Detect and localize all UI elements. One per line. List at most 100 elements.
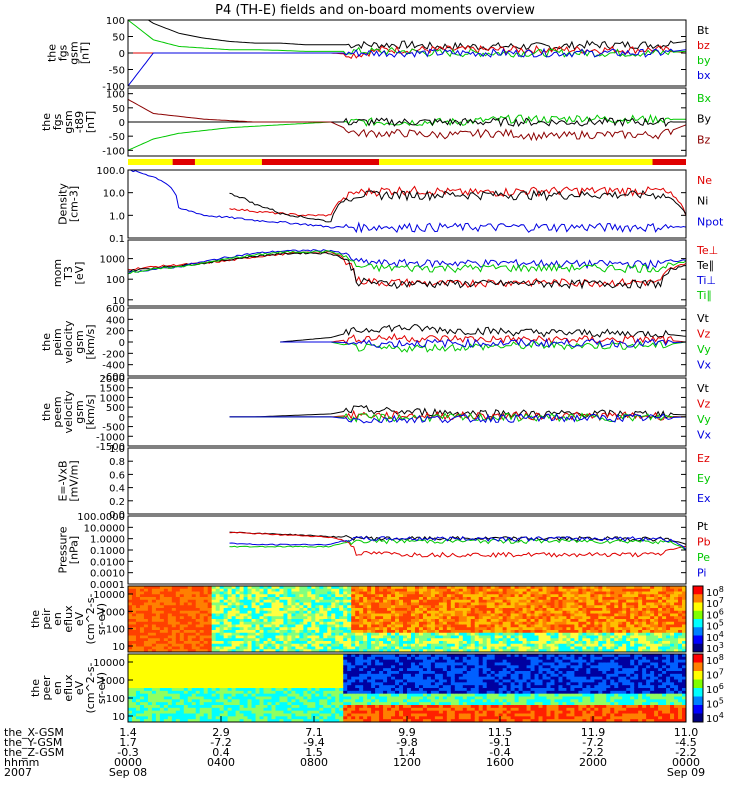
spectrogram-cell — [211, 635, 217, 639]
y-tick-label: 200 — [106, 327, 125, 338]
y-tick-label: 1000 — [100, 255, 125, 266]
spectrogram-cell — [682, 632, 687, 636]
spectrogram-cell — [167, 630, 173, 634]
spectrogram-cell — [582, 649, 587, 653]
spectrogram-cell — [243, 654, 249, 658]
spectrogram-cell — [502, 630, 508, 634]
spectrogram-cell — [255, 696, 261, 700]
spectrogram-cell — [219, 676, 225, 680]
spectrogram-cell — [335, 688, 340, 692]
legend-entry: Npot — [697, 215, 724, 228]
spectrogram-cell — [183, 597, 189, 601]
spectrogram-cell — [323, 586, 328, 590]
spectrogram-cell — [283, 621, 288, 625]
spectrogram-cell — [323, 630, 328, 634]
spectrogram-cell — [351, 627, 356, 631]
spectrogram-cell — [175, 707, 181, 712]
spectrogram-cell — [335, 668, 340, 672]
spectrogram-cell — [327, 599, 332, 603]
spectrogram-cell — [279, 682, 284, 686]
spectrogram-cell — [287, 616, 292, 620]
spectrogram-cell — [311, 685, 316, 689]
spectrogram-cell — [399, 621, 404, 625]
spectrogram-cell — [367, 643, 372, 647]
spectrogram-cell — [446, 613, 452, 617]
y-tick-label: -100 — [102, 146, 125, 157]
spectrogram-cell — [199, 630, 205, 634]
spectrogram-cell — [502, 586, 508, 590]
y-axis-label-line: the — [40, 113, 53, 131]
spectrogram-cell — [207, 613, 213, 617]
spectrogram-cell — [203, 679, 209, 683]
spectrogram-cell — [379, 619, 384, 623]
spectrogram-cell — [546, 649, 551, 653]
y-tick-label: 0 — [119, 413, 125, 424]
spectrogram-cell — [128, 630, 133, 634]
spectrogram-cell — [231, 610, 237, 614]
spectrogram-cell — [215, 627, 221, 631]
spectrogram-cell — [654, 591, 659, 595]
spectrogram-cell — [638, 649, 643, 653]
spectrogram-cell — [630, 643, 635, 647]
spectrogram-cell — [450, 605, 456, 609]
spectrogram-cell — [486, 605, 492, 609]
spectrogram-cell — [331, 619, 336, 623]
spectrogram-cell — [642, 597, 647, 601]
spectrogram-cell — [223, 656, 229, 661]
spectrogram-cell — [227, 659, 233, 663]
spectrogram-cell — [610, 610, 615, 614]
spectrogram-cell — [251, 685, 257, 689]
spectrogram-cell — [626, 586, 631, 590]
spectrogram-cell — [223, 665, 229, 669]
spectrogram-cell — [263, 619, 268, 623]
spectrogram-cell — [131, 688, 137, 692]
spectrogram-cell — [295, 713, 300, 717]
spectrogram-cell — [526, 605, 532, 609]
spectrogram-cell — [458, 619, 464, 623]
spectrogram-cell — [542, 649, 547, 653]
spectrogram-cell — [343, 699, 348, 703]
spectrogram-cell — [387, 608, 392, 612]
spectrogram-cell — [682, 602, 687, 606]
spectrogram-cell — [319, 613, 324, 617]
spectrogram-cell — [235, 665, 241, 669]
spectrogram-cell — [183, 693, 189, 697]
spectrogram-cell — [259, 713, 265, 717]
spectrogram-cell — [367, 605, 372, 609]
spectrogram-cell — [526, 619, 532, 623]
spectrogram-cell — [626, 616, 631, 620]
spectrogram-cell — [267, 659, 272, 663]
spectrogram-cell — [231, 682, 237, 686]
spectrogram-cell — [283, 597, 288, 601]
spectrogram-cell — [666, 616, 671, 620]
spectrogram-cell — [343, 665, 348, 669]
spectrogram-cell — [315, 643, 320, 647]
spectrogram-cell — [227, 616, 233, 620]
spectrogram-cell — [506, 594, 512, 598]
spectrogram-cell — [163, 641, 169, 645]
spectrogram-cell — [203, 632, 209, 636]
spectrogram-cell — [371, 610, 376, 614]
spectrogram-cell — [391, 638, 396, 642]
spectrogram-cell — [303, 616, 308, 620]
spectrogram-cell — [414, 649, 420, 653]
spectrogram-cell — [331, 690, 336, 695]
spectrogram-cell — [307, 646, 312, 650]
spectrogram-cell — [654, 616, 659, 620]
spectrogram-cell — [283, 613, 288, 617]
spectrogram-cell — [243, 707, 249, 712]
spectrogram-cell — [299, 591, 304, 595]
spectrogram-cell — [223, 713, 229, 717]
spectrogram-cell — [307, 699, 312, 703]
spectrogram-cell — [327, 665, 332, 669]
spectrogram-cell — [355, 594, 360, 598]
spectrogram-cell — [311, 654, 316, 658]
y-axis-label-line: [mV/m] — [68, 460, 81, 501]
spectrogram-cell — [422, 635, 428, 639]
spectrogram-cell — [179, 594, 185, 598]
spectrogram-cell — [347, 602, 352, 606]
spectrogram-cell — [414, 624, 420, 628]
spectrogram-cell — [450, 621, 456, 625]
spectrogram-cell — [147, 662, 153, 666]
